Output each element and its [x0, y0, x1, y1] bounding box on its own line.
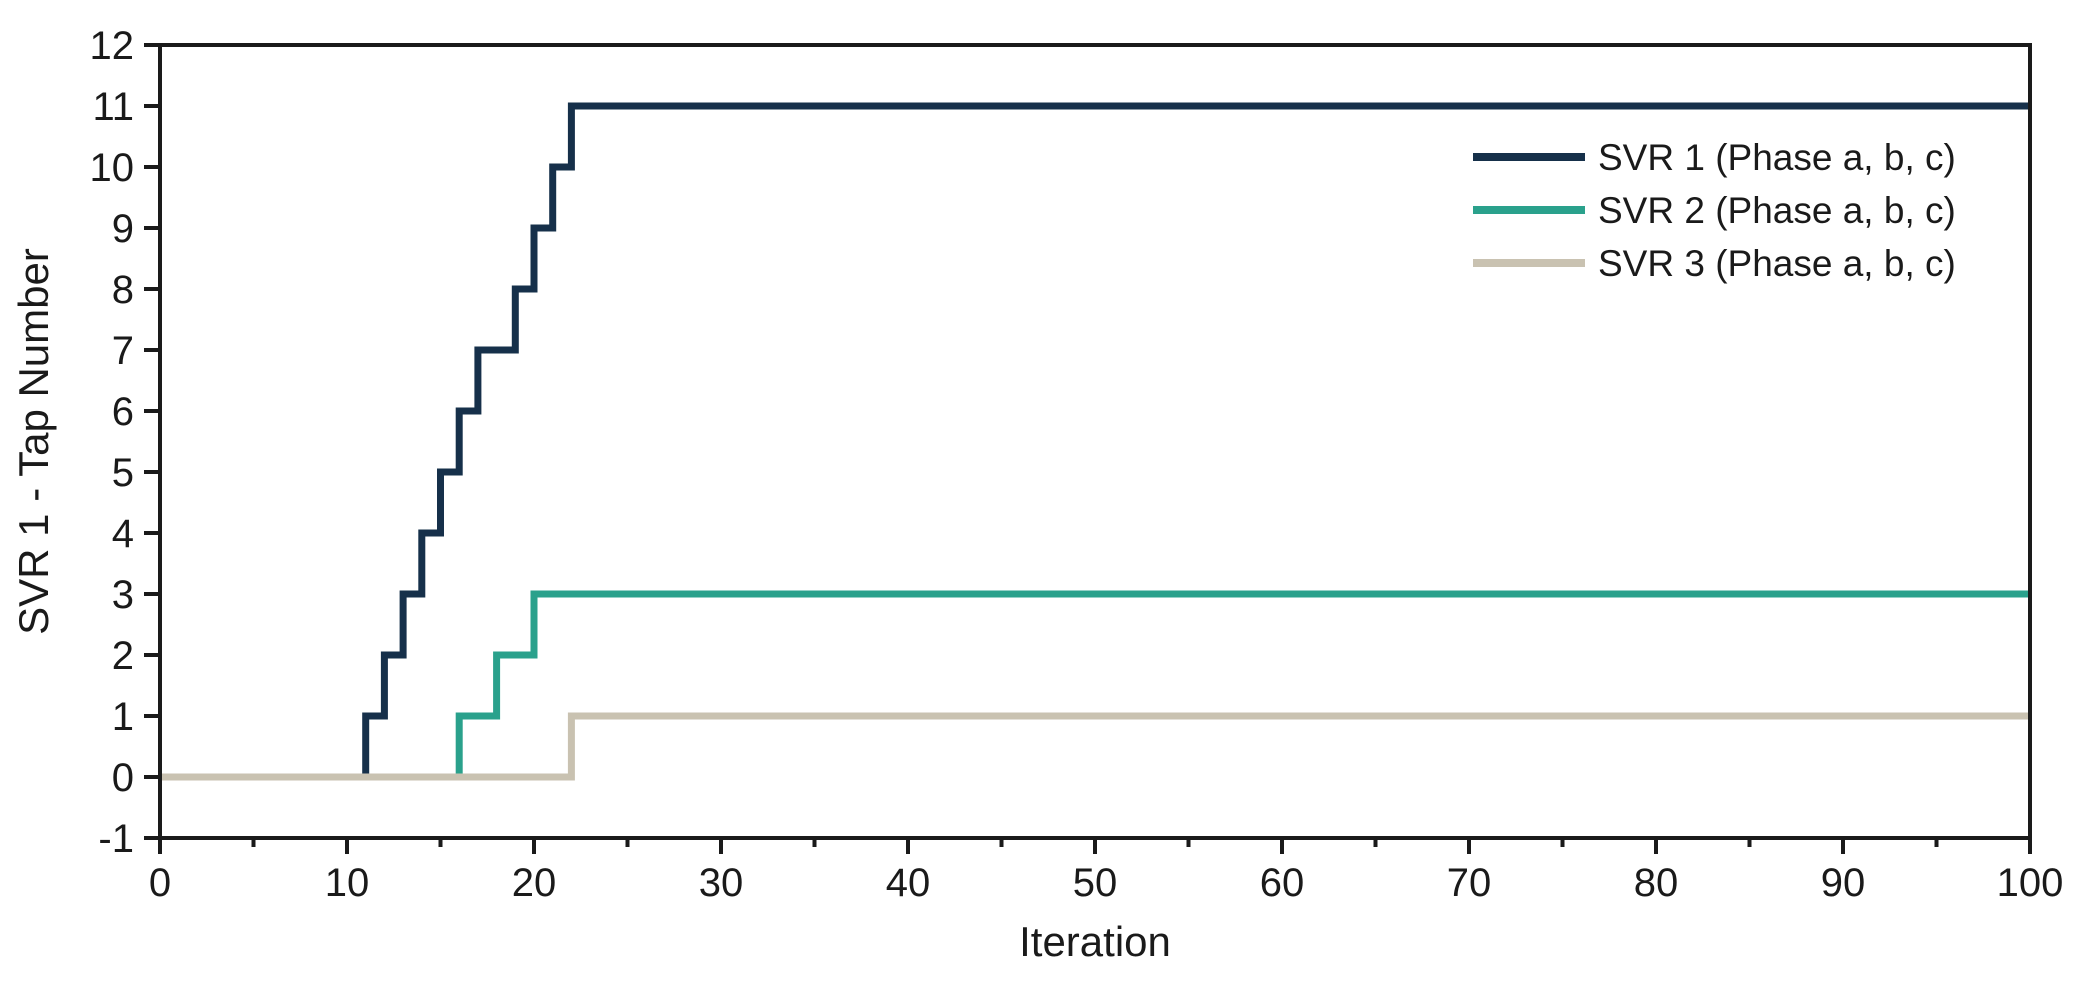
x-axis-tick-label: 10 — [325, 861, 370, 905]
x-axis-tick-label: 90 — [1821, 861, 1866, 905]
x-axis-tick-label: 50 — [1073, 861, 1118, 905]
x-axis-tick-label: 40 — [886, 861, 931, 905]
x-axis-tick-label: 0 — [149, 861, 171, 905]
series-line-1 — [160, 102, 2030, 781]
y-axis-tick-label: 4 — [112, 512, 134, 556]
y-axis-tick-label: -1 — [98, 817, 134, 861]
series-line-2 — [160, 590, 2030, 781]
y-axis-tick-label: 2 — [112, 634, 134, 678]
y-axis-tick-label: 5 — [112, 451, 134, 495]
y-axis-tick-label: 11 — [92, 85, 134, 129]
legend-label-3: SVR 3 (Phase a, b, c) — [1598, 243, 1956, 284]
y-axis-tick-label: 12 — [90, 24, 135, 68]
x-axis-tick-label: 30 — [699, 861, 744, 905]
y-axis-tick-label: 9 — [112, 207, 134, 251]
x-axis-tick-label: 70 — [1447, 861, 1492, 905]
y-axis-tick-label: 3 — [112, 573, 134, 617]
legend-label-1: SVR 1 (Phase a, b, c) — [1598, 137, 1956, 178]
legend-label-2: SVR 2 (Phase a, b, c) — [1598, 190, 1956, 231]
x-axis-title: Iteration — [1019, 918, 1171, 965]
y-axis-tick-label: 1 — [112, 695, 134, 739]
y-axis-tick-label: 8 — [112, 268, 134, 312]
x-axis-tick-label: 100 — [1997, 861, 2064, 905]
y-axis-tick-label: 10 — [90, 146, 135, 190]
plot-frame — [158, 43, 2032, 840]
x-axis-tick-label: 20 — [512, 861, 557, 905]
series-line-3 — [160, 712, 2030, 781]
x-axis-tick-label: 60 — [1260, 861, 1305, 905]
y-axis-title: SVR 1 - Tap Number — [10, 248, 57, 635]
y-axis-tick-label: 7 — [112, 329, 134, 373]
y-axis-tick-label: 6 — [112, 390, 134, 434]
x-axis-tick-label: 80 — [1634, 861, 1679, 905]
y-axis-tick-label: 0 — [112, 756, 134, 800]
